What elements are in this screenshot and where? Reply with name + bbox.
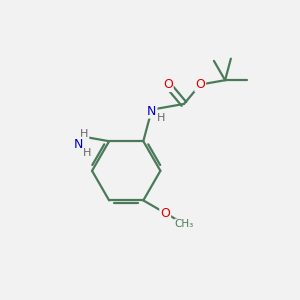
Text: N: N	[147, 105, 157, 118]
Text: H: H	[80, 129, 88, 139]
Text: O: O	[160, 206, 170, 220]
Text: H: H	[157, 112, 166, 123]
Text: N: N	[74, 138, 84, 151]
Text: H: H	[83, 148, 92, 158]
Text: O: O	[163, 78, 173, 91]
Text: CH₃: CH₃	[175, 219, 194, 229]
Text: O: O	[195, 78, 205, 91]
